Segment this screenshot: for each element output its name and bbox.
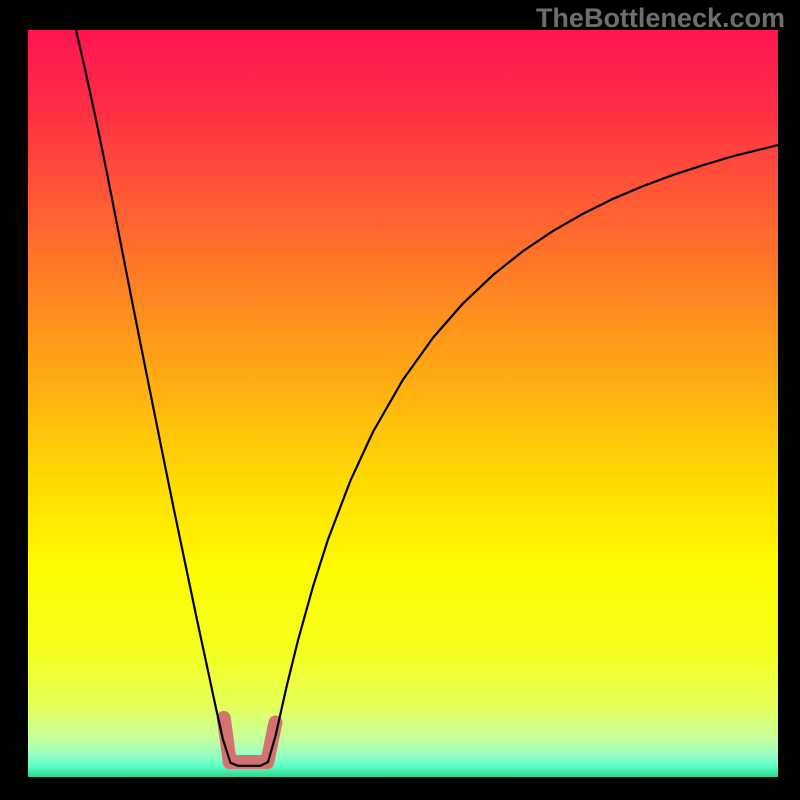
chart-plot-area: [28, 30, 778, 777]
chart-gradient-background: [28, 30, 778, 777]
outer-frame: TheBottleneck.com: [0, 0, 800, 800]
watermark-label: TheBottleneck.com: [536, 3, 785, 34]
